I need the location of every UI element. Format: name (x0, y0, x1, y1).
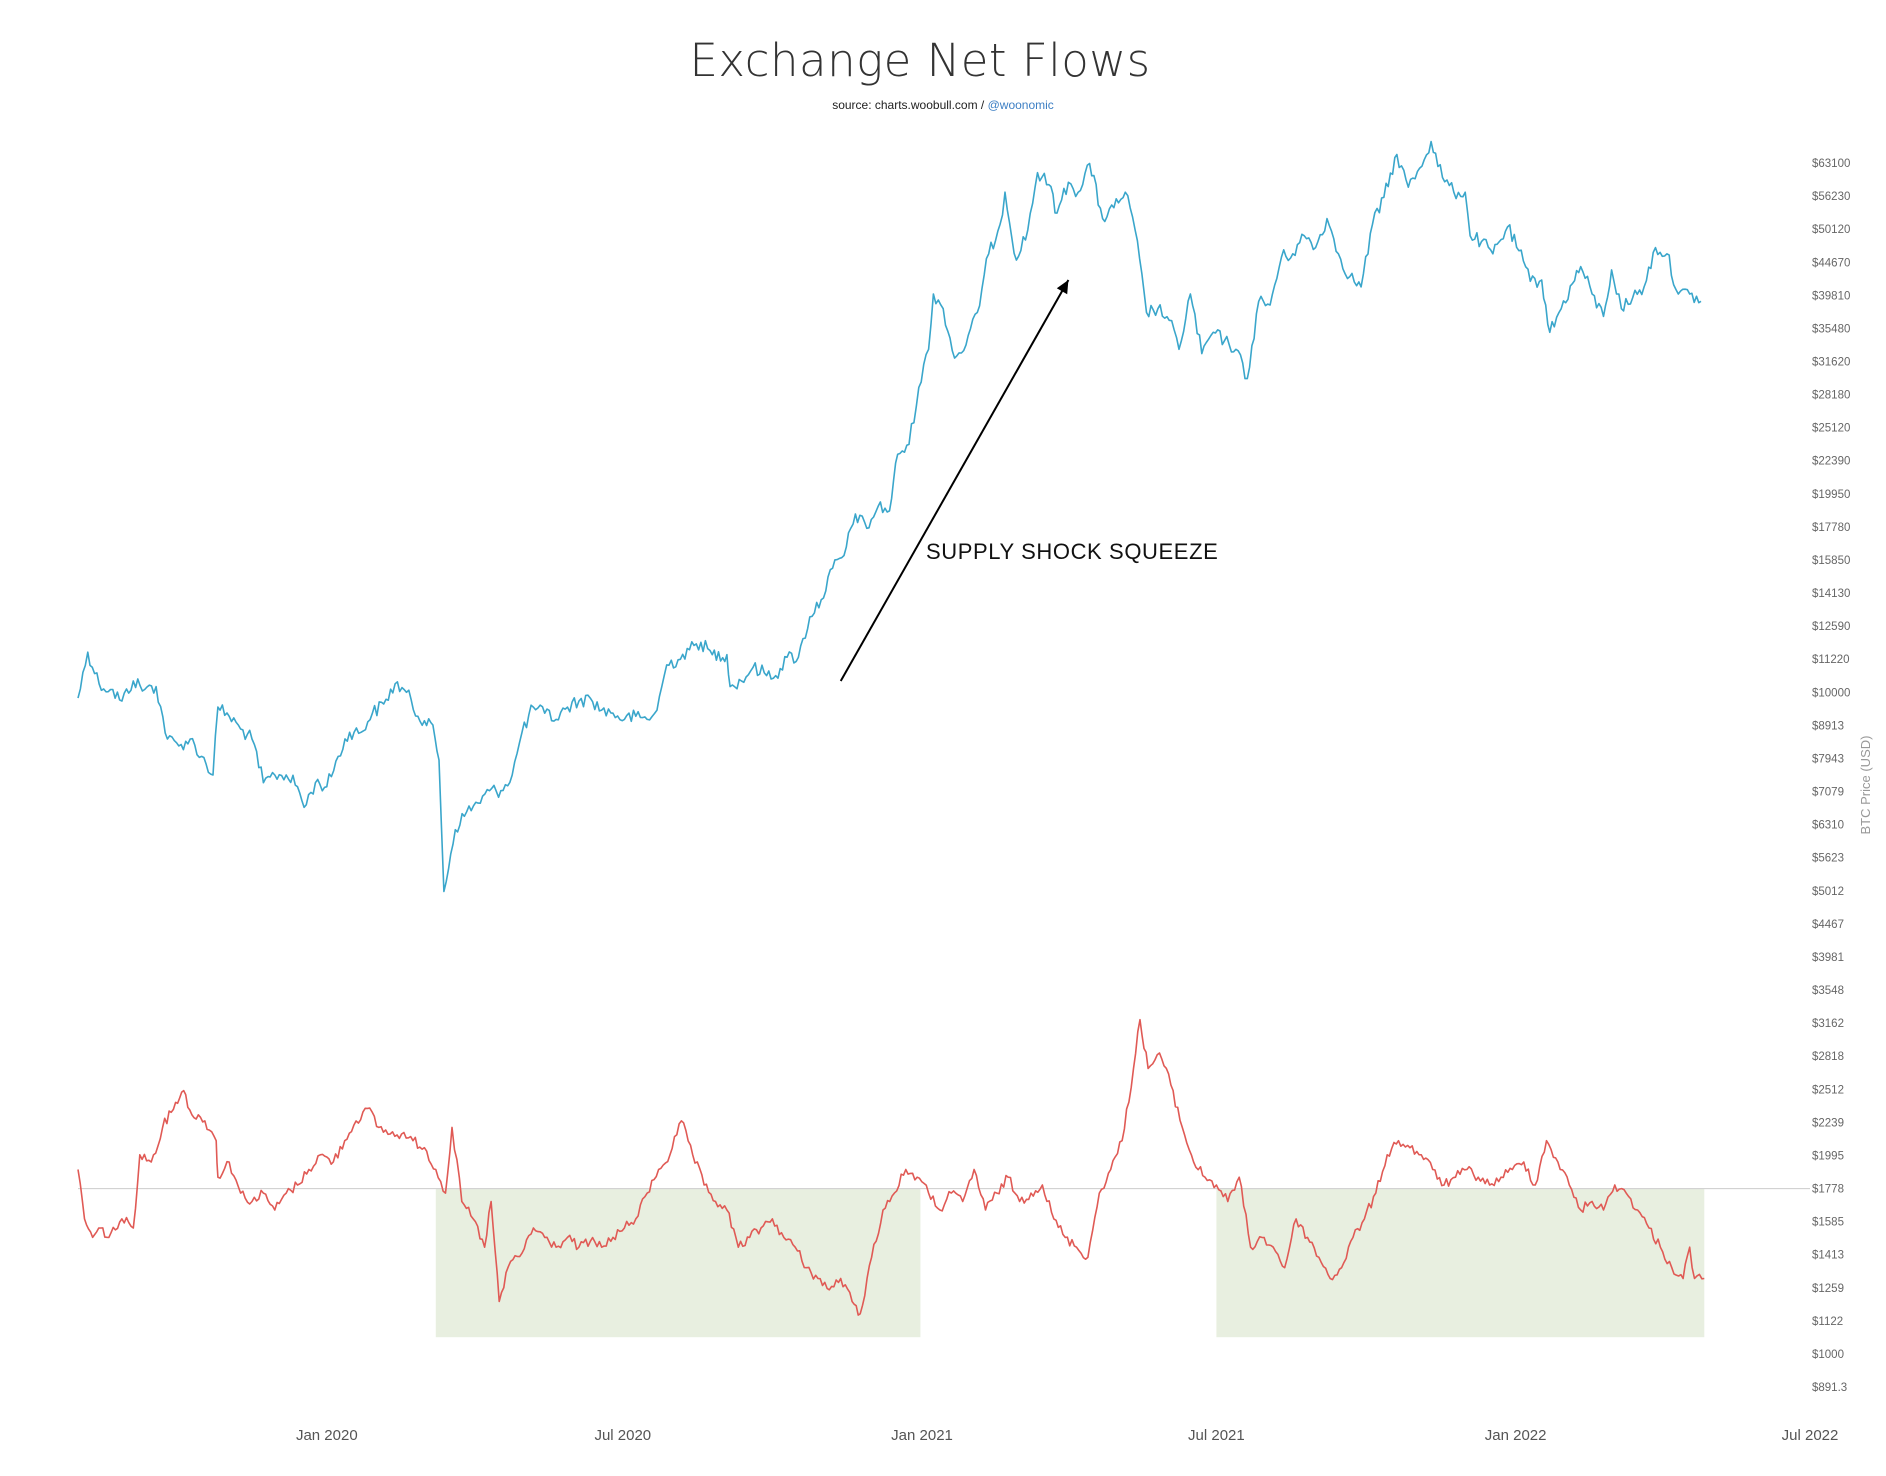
y-tick-label: $7079 (1812, 787, 1844, 799)
y-tick-label: $5012 (1812, 886, 1844, 898)
y-tick-label: $1778 (1812, 1184, 1844, 1196)
y-tick-label: $22390 (1812, 456, 1850, 468)
y-tick-label: $15850 (1812, 555, 1850, 567)
y-tick-label: $891.3 (1812, 1382, 1847, 1394)
chart-title: Exchange Net Flows (689, 34, 1151, 87)
y-tick-label: $2512 (1812, 1084, 1844, 1096)
exchange-net-flow-line (77, 1018, 1705, 1316)
y-tick-label: $1000 (1812, 1349, 1844, 1361)
y-tick-label: $12590 (1812, 621, 1850, 633)
y-tick-label: $1585 (1812, 1217, 1844, 1229)
y-tick-label: $28180 (1812, 390, 1850, 402)
y-tick-label: $1995 (1812, 1150, 1844, 1162)
x-tick-label: Jan 2020 (296, 1427, 358, 1444)
y-tick-label: $3548 (1812, 985, 1844, 997)
btc-price-line (77, 140, 1702, 893)
y-tick-label: $4467 (1812, 919, 1844, 931)
y-tick-label: $8913 (1812, 720, 1844, 732)
y-tick-label: $10000 (1812, 687, 1850, 699)
y-tick-label: $3981 (1812, 952, 1844, 964)
annotation-arrow-line (839, 279, 1070, 682)
x-axis: Jan 2020 Jul 2020 Jan 2021 Jul 2021 Jan 2022… (296, 1427, 1838, 1444)
source-text: source: charts.woobull.com / (832, 98, 985, 112)
y-tick-label: $14130 (1812, 588, 1850, 600)
y-tick-label: $3162 (1812, 1018, 1844, 1030)
annotation-label: SUPPLY SHOCK SQUEEZE (926, 539, 1218, 564)
annotation-group: SUPPLY SHOCK SQUEEZE (839, 279, 1218, 682)
y-tick-label: $1122 (1812, 1316, 1843, 1328)
annotation-arrow-head (1056, 280, 1069, 295)
x-tick-label: Jan 2021 (891, 1427, 953, 1444)
y-axis: $63100 $56230 $50120 $44670 $39810 $35480 $316… (1812, 158, 1873, 1394)
y-tick-label: $5623 (1812, 853, 1844, 865)
x-tick-label: Jan 2022 (1485, 1427, 1547, 1444)
y-tick-label: $39810 (1812, 290, 1850, 302)
chart-subtitle: source: charts.woobull.com / @woonomic (0, 98, 1886, 112)
y-tick-label: $35480 (1812, 323, 1850, 335)
y-tick-label: $6310 (1812, 820, 1844, 832)
x-tick-label: Jul 2022 (1782, 1427, 1839, 1444)
y-tick-label: $44670 (1812, 257, 1850, 269)
y-axis-title: BTC Price (USD) (1858, 736, 1873, 835)
y-tick-label: $31620 (1812, 357, 1850, 369)
series-group (77, 140, 1705, 1316)
x-tick-label: Jul 2020 (594, 1427, 651, 1444)
y-tick-label: $63100 (1812, 158, 1850, 170)
y-tick-label: $7943 (1812, 753, 1844, 765)
shaded-regions (435, 1188, 1705, 1338)
y-tick-label: $1259 (1812, 1283, 1844, 1295)
y-tick-label: $11220 (1812, 654, 1850, 666)
y-tick-label: $19950 (1812, 489, 1850, 501)
y-tick-label: $50120 (1812, 224, 1850, 236)
y-tick-label: $17780 (1812, 522, 1850, 534)
y-tick-label: $1413 (1812, 1250, 1844, 1262)
shaded-region-2 (1216, 1188, 1705, 1338)
shaded-region-1 (435, 1188, 921, 1338)
y-tick-label: $2239 (1812, 1117, 1844, 1129)
x-tick-label: Jul 2021 (1188, 1427, 1245, 1444)
y-tick-label: $25120 (1812, 423, 1850, 435)
y-tick-label: $2818 (1812, 1051, 1844, 1063)
y-tick-label: $56230 (1812, 191, 1850, 203)
source-handle-link[interactable]: @woonomic (987, 98, 1054, 112)
